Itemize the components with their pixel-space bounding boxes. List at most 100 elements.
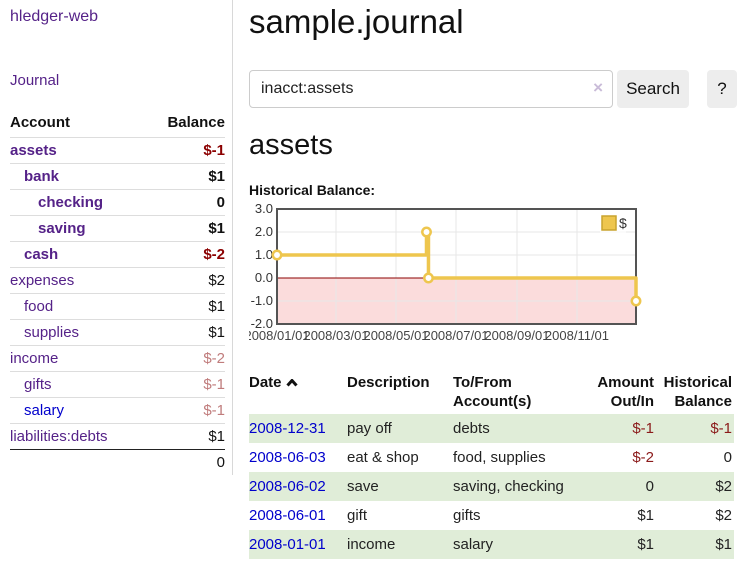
account-row: income $-2 — [10, 345, 225, 372]
transaction-amount: $1 — [637, 507, 654, 524]
transaction-accounts: saving, checking — [453, 478, 564, 495]
account-heading: assets — [249, 129, 333, 161]
transaction-amount: $1 — [637, 536, 654, 553]
page-title: sample.journal — [249, 3, 464, 40]
account-balance: $-1 — [203, 142, 225, 159]
account-link[interactable]: cash — [24, 246, 59, 263]
search-form: × Search ? — [249, 70, 737, 108]
transaction-description: eat & shop — [347, 449, 419, 466]
svg-text:2008/07/01: 2008/07/01 — [423, 328, 488, 343]
account-link[interactable]: gifts — [24, 376, 52, 393]
brand-link[interactable]: hledger-web — [10, 8, 99, 25]
account-balance: $-2 — [203, 350, 225, 367]
account-row: bank $1 — [10, 163, 225, 190]
transaction-amount: 0 — [645, 478, 654, 495]
transaction-date-link[interactable]: 2008-01-01 — [249, 536, 326, 553]
historical-balance-chart: -2.0 -1.0 0.0 1.0 2.0 3.0 2008/01/01 2008/03/01… — [244, 201, 737, 351]
account-balance: $1 — [208, 324, 225, 341]
column-header-date[interactable]: Date — [249, 370, 347, 414]
account-balance: $1 — [208, 428, 225, 445]
register-row: 2008-01-01 income salary $1 $1 — [249, 530, 734, 559]
account-balance: $-2 — [203, 246, 225, 263]
account-link[interactable]: expenses — [10, 272, 75, 289]
account-balance: $-1 — [203, 402, 225, 419]
account-balance: 0 — [216, 194, 225, 211]
accounts-total-row: 0 — [10, 449, 225, 476]
account-row: liabilities:debts $1 — [10, 423, 225, 450]
transaction-description: income — [347, 536, 396, 553]
sidebar: hledger-web Journal Account Balance asse… — [0, 0, 233, 475]
register-row: 2008-12-31 pay off debts $-1 $-1 — [249, 414, 734, 443]
transaction-description: pay off — [347, 420, 392, 437]
balance-column-header: Balance — [167, 114, 225, 131]
account-balance: $-1 — [203, 376, 225, 393]
account-link[interactable]: salary — [24, 402, 65, 419]
transaction-accounts: food, supplies — [453, 449, 546, 466]
transaction-balance: $-1 — [710, 420, 732, 437]
svg-text:-1.0: -1.0 — [251, 293, 273, 308]
transaction-balance: $2 — [715, 478, 732, 495]
account-row: saving $1 — [10, 215, 225, 242]
svg-text:3.0: 3.0 — [255, 204, 273, 216]
sort-ascending-icon — [285, 373, 298, 392]
account-link[interactable]: checking — [38, 194, 104, 211]
transaction-accounts: gifts — [453, 507, 481, 524]
account-row: expenses $2 — [10, 267, 225, 294]
column-header-amount-out/in: Amount Out/In — [597, 374, 654, 410]
chart-title: Historical Balance: — [249, 182, 376, 198]
transaction-balance: $1 — [715, 536, 732, 553]
transaction-date-link[interactable]: 2008-06-02 — [249, 478, 326, 495]
svg-text:2008/03/01: 2008/03/01 — [303, 328, 368, 343]
transaction-accounts: debts — [453, 420, 490, 437]
register-row: 2008-06-03 eat & shop food, supplies $-2 0 — [249, 443, 734, 472]
svg-text:2008/09/01: 2008/09/01 — [484, 328, 549, 343]
transaction-amount: $-2 — [632, 449, 654, 466]
svg-text:0.0: 0.0 — [255, 270, 273, 285]
transaction-description: gift — [347, 507, 368, 524]
account-column-header: Account — [10, 114, 70, 131]
svg-text:2.0: 2.0 — [255, 224, 273, 239]
svg-text:1.0: 1.0 — [255, 247, 273, 262]
sidebar-item-journal[interactable]: Journal — [10, 72, 60, 89]
register-table: Date Description To/From Account(s) Amount Ou… — [249, 370, 734, 559]
account-link[interactable]: income — [10, 350, 59, 367]
account-row: checking 0 — [10, 189, 225, 216]
column-header-historical-balance: Historical Balance — [663, 374, 732, 410]
account-link[interactable]: supplies — [24, 324, 80, 341]
svg-text:-2.0: -2.0 — [251, 316, 273, 331]
account-balance: $1 — [208, 168, 225, 185]
transaction-amount: $-1 — [632, 420, 654, 437]
column-header-to/from-account-s-: To/From Account(s) — [453, 374, 532, 410]
account-row: cash $-2 — [10, 241, 225, 268]
transaction-balance: $2 — [715, 507, 732, 524]
main-content: sample.journal × Search ? assets Histori… — [233, 0, 742, 559]
account-link[interactable]: bank — [24, 168, 60, 185]
account-balance: $2 — [208, 272, 225, 289]
account-row: food $1 — [10, 293, 225, 320]
svg-text:2008/05/01: 2008/05/01 — [363, 328, 428, 343]
transaction-date-link[interactable]: 2008-12-31 — [249, 420, 326, 437]
search-button[interactable]: Search — [617, 70, 689, 108]
account-row: salary $-1 — [10, 397, 225, 424]
clear-search-icon[interactable]: × — [593, 78, 603, 97]
account-link[interactable]: food — [24, 298, 54, 315]
account-balance: $1 — [208, 220, 225, 237]
register-row: 2008-06-01 gift gifts $1 $2 — [249, 501, 734, 530]
transaction-date-link[interactable]: 2008-06-01 — [249, 507, 326, 524]
search-input[interactable] — [249, 70, 613, 108]
register-row: 2008-06-02 save saving, checking 0 $2 — [249, 472, 734, 501]
account-row: assets $-1 — [10, 137, 225, 164]
account-link[interactable]: liabilities:debts — [10, 428, 108, 445]
transaction-description: save — [347, 478, 379, 495]
help-button[interactable]: ? — [707, 70, 737, 108]
account-row: gifts $-1 — [10, 371, 225, 398]
account-balance: $1 — [208, 298, 225, 315]
accounts-total: 0 — [216, 454, 225, 471]
account-link[interactable]: assets — [10, 142, 57, 159]
account-link[interactable]: saving — [38, 220, 86, 237]
column-header-description: Description — [347, 374, 430, 391]
app: hledger-web Journal Account Balance asse… — [0, 0, 742, 559]
svg-text:2008/11/01: 2008/11/01 — [545, 328, 609, 343]
transaction-date-link[interactable]: 2008-06-03 — [249, 449, 326, 466]
svg-text:2008/01/01: 2008/01/01 — [249, 328, 310, 343]
